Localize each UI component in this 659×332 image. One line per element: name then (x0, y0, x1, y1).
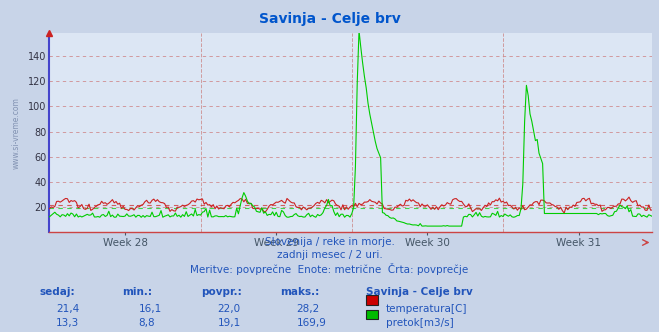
Text: 19,1: 19,1 (217, 318, 241, 328)
Text: Savinja - Celje brv: Savinja - Celje brv (366, 287, 473, 297)
Text: 8,8: 8,8 (138, 318, 155, 328)
Text: maks.:: maks.: (280, 287, 320, 297)
Text: 22,0: 22,0 (217, 304, 241, 314)
Text: pretok[m3/s]: pretok[m3/s] (386, 318, 453, 328)
Text: Slovenija / reke in morje.: Slovenija / reke in morje. (264, 237, 395, 247)
Text: 16,1: 16,1 (138, 304, 161, 314)
Text: 13,3: 13,3 (56, 318, 79, 328)
Text: temperatura[C]: temperatura[C] (386, 304, 467, 314)
Text: sedaj:: sedaj: (40, 287, 75, 297)
Text: 169,9: 169,9 (297, 318, 326, 328)
Text: min.:: min.: (122, 287, 152, 297)
Text: 21,4: 21,4 (56, 304, 79, 314)
Text: Savinja - Celje brv: Savinja - Celje brv (258, 12, 401, 26)
Text: Meritve: povprečne  Enote: metrične  Črta: povprečje: Meritve: povprečne Enote: metrične Črta:… (190, 263, 469, 275)
Text: 28,2: 28,2 (297, 304, 320, 314)
Text: povpr.:: povpr.: (201, 287, 242, 297)
Text: www.si-vreme.com: www.si-vreme.com (12, 97, 21, 169)
Text: zadnji mesec / 2 uri.: zadnji mesec / 2 uri. (277, 250, 382, 260)
